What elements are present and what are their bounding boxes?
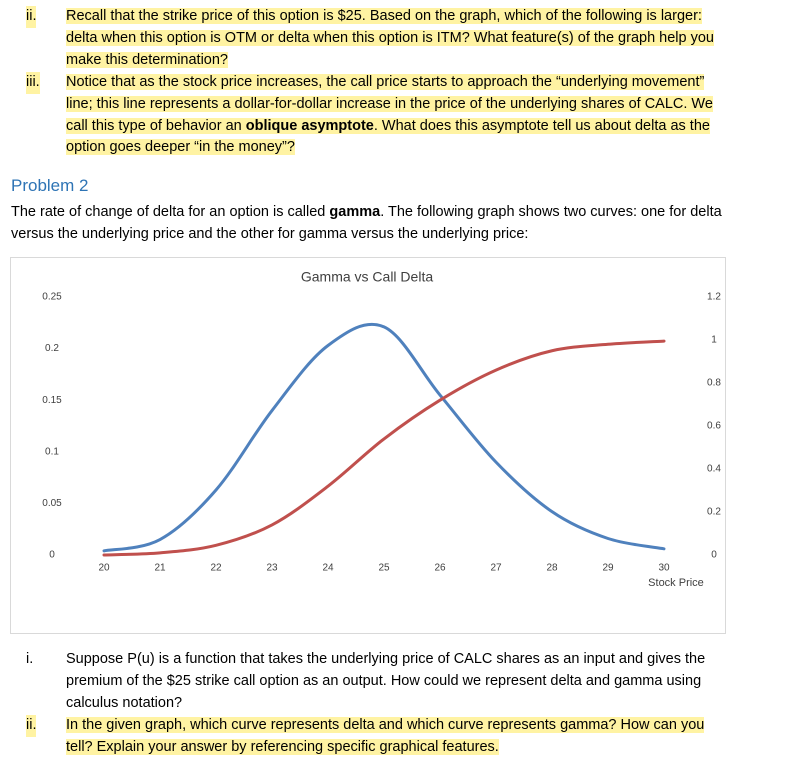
item-marker: i. bbox=[26, 651, 34, 667]
x-tick-label: 26 bbox=[434, 563, 446, 574]
x-tick-label: 28 bbox=[546, 563, 558, 574]
text-run: In the given graph, which curve represen… bbox=[66, 717, 705, 755]
x-tick-label: 21 bbox=[154, 563, 166, 574]
y2-tick-label: 0.6 bbox=[707, 421, 721, 432]
chart-title: Gamma vs Call Delta bbox=[301, 269, 433, 285]
heading: Problem 2 bbox=[11, 176, 89, 195]
text-run: Suppose P(u) is a function that takes th… bbox=[66, 651, 706, 711]
y2-tick-label: 0.4 bbox=[707, 464, 721, 475]
text-run: gamma bbox=[329, 204, 381, 220]
y2-tick-label: 0 bbox=[711, 550, 717, 561]
x-tick-label: 20 bbox=[98, 563, 110, 574]
y-tick-label: 0.2 bbox=[45, 343, 59, 354]
item-text: Notice that as the stock price increases… bbox=[66, 72, 726, 159]
x-axis-label: Stock Price bbox=[648, 577, 704, 589]
y-tick-label: 0 bbox=[49, 550, 55, 561]
item-marker: ii. bbox=[26, 715, 37, 737]
item-text: Suppose P(u) is a function that takes th… bbox=[66, 649, 726, 714]
y2-tick-label: 0.2 bbox=[707, 507, 721, 518]
text-run: Recall that the strike price of this opt… bbox=[66, 8, 714, 68]
chart-frame bbox=[10, 257, 726, 634]
item-marker: iii. bbox=[26, 72, 40, 94]
x-tick-label: 27 bbox=[490, 563, 502, 574]
series-line bbox=[102, 322, 666, 553]
y-tick-label: 0.05 bbox=[42, 498, 62, 509]
y-tick-label: 0.1 bbox=[45, 446, 59, 457]
x-tick-label: 22 bbox=[210, 563, 222, 574]
x-tick-label: 25 bbox=[378, 563, 390, 574]
series-line bbox=[102, 339, 666, 557]
y-tick-label: 0.25 bbox=[42, 292, 62, 303]
item-text: Recall that the strike price of this opt… bbox=[66, 6, 726, 71]
y2-tick-label: 0.8 bbox=[707, 378, 721, 389]
y2-tick-label: 1.2 bbox=[707, 292, 721, 303]
x-tick-label: 30 bbox=[658, 563, 670, 574]
intro: The rate of change of delta for an optio… bbox=[11, 201, 726, 245]
y-tick-label: 0.15 bbox=[42, 395, 62, 406]
text-run: . The following graph shows two curves: … bbox=[11, 204, 722, 242]
x-tick-label: 29 bbox=[602, 563, 614, 574]
y2-tick-label: 1 bbox=[711, 335, 717, 346]
chart: Gamma vs Call Delta Stock Price 0 0.05 0.1… bbox=[10, 257, 726, 634]
x-tick-label: 24 bbox=[322, 563, 334, 574]
item-text: In the given graph, which curve represen… bbox=[66, 715, 726, 759]
item-marker: ii. bbox=[26, 6, 37, 28]
text-run: The rate of change of delta for an optio… bbox=[11, 204, 330, 220]
text-run: oblique asymptote bbox=[245, 117, 374, 134]
x-tick-label: 23 bbox=[266, 563, 278, 574]
